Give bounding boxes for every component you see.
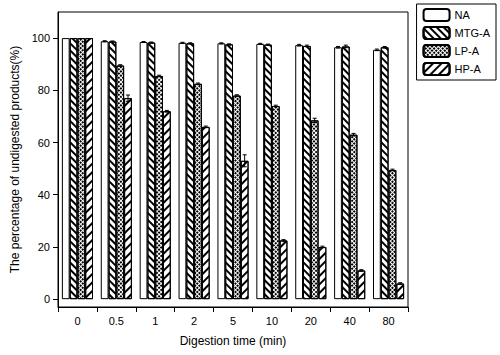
svg-text:80: 80 xyxy=(38,84,50,96)
svg-text:10: 10 xyxy=(266,315,278,327)
svg-text:5: 5 xyxy=(230,315,236,327)
svg-text:0: 0 xyxy=(44,293,50,305)
svg-text:100: 100 xyxy=(32,32,50,44)
svg-text:The percentage of undigested p: The percentage of undigested products(%) xyxy=(8,46,22,273)
svg-text:40: 40 xyxy=(38,189,50,201)
svg-text:40: 40 xyxy=(344,315,356,327)
svg-text:60: 60 xyxy=(38,137,50,149)
svg-text:1: 1 xyxy=(152,315,158,327)
svg-text:NA: NA xyxy=(455,9,471,21)
svg-text:20: 20 xyxy=(38,241,50,253)
svg-text:20: 20 xyxy=(305,315,317,327)
svg-text:HP-A: HP-A xyxy=(455,63,482,75)
svg-text:2: 2 xyxy=(191,315,197,327)
svg-text:0: 0 xyxy=(74,315,80,327)
svg-text:Digestion time (min): Digestion time (min) xyxy=(180,334,287,348)
svg-text:MTG-A: MTG-A xyxy=(455,27,491,39)
svg-text:LP-A: LP-A xyxy=(455,45,480,57)
svg-text:80: 80 xyxy=(382,315,394,327)
svg-text:0.5: 0.5 xyxy=(109,315,124,327)
